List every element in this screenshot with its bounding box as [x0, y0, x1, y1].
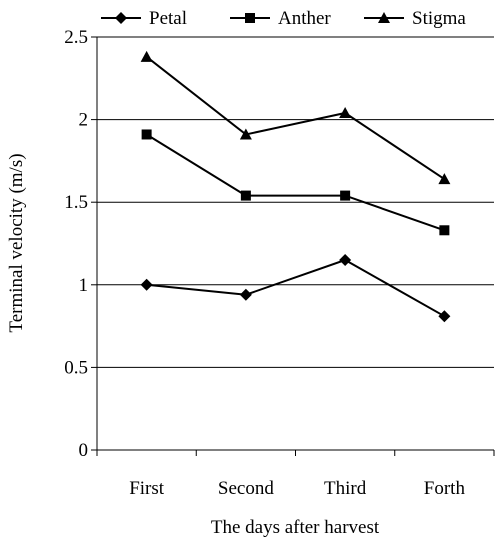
x-tick-label: Third [324, 478, 367, 499]
legend: Petal Anther Stigma [101, 8, 466, 29]
x-ticks: First Second Third Forth [96, 450, 495, 499]
data-point-anther [240, 190, 251, 201]
data-point-petal [140, 278, 153, 291]
legend-label-petal: Petal [149, 8, 187, 29]
series-anther [141, 129, 450, 236]
legend-marker-anther [245, 13, 255, 23]
y-tick-label: 2.5 [64, 27, 88, 48]
series-line-petal [146, 258, 445, 318]
data-point-stigma [339, 106, 352, 118]
x-tick-label: First [129, 478, 165, 499]
legend-label-stigma: Stigma [412, 8, 466, 29]
data-point-anther [439, 225, 450, 236]
legend-marker-petal [115, 12, 127, 24]
data-point-stigma [239, 128, 252, 140]
legend-item-stigma: Stigma [364, 8, 466, 29]
series-line-stigma [146, 56, 445, 180]
legend-item-anther: Anther [230, 8, 331, 29]
data-point-stigma [140, 50, 153, 62]
y-axis-label: Terminal velocity (m/s) [6, 153, 27, 332]
series-stigma [140, 50, 451, 185]
data-point-petal [239, 288, 252, 301]
y-tick-label: 2 [79, 110, 89, 131]
series-line-anther [146, 133, 445, 232]
data-point-anther [141, 129, 152, 140]
y-tick-label: 0.5 [64, 357, 88, 378]
x-tick-label: Second [218, 478, 274, 499]
data-point-petal [438, 310, 451, 323]
y-tick-label: 1 [79, 275, 89, 296]
x-axis-label: The days after harvest [211, 517, 380, 538]
legend-label-anther: Anther [278, 8, 331, 29]
legend-marker-stigma [378, 12, 390, 23]
data-point-anther [340, 190, 351, 201]
x-tick-label: Forth [424, 478, 466, 499]
data-point-stigma [438, 173, 451, 185]
y-tick-label: 0 [79, 440, 89, 461]
y-ticks: 0 0.5 1 1.5 2 2.5 [64, 27, 97, 461]
y-tick-label: 1.5 [64, 192, 88, 213]
series-group [140, 50, 451, 323]
legend-item-petal: Petal [101, 8, 187, 29]
data-point-petal [339, 254, 352, 267]
gridlines [97, 36, 494, 368]
series-petal [140, 254, 451, 323]
